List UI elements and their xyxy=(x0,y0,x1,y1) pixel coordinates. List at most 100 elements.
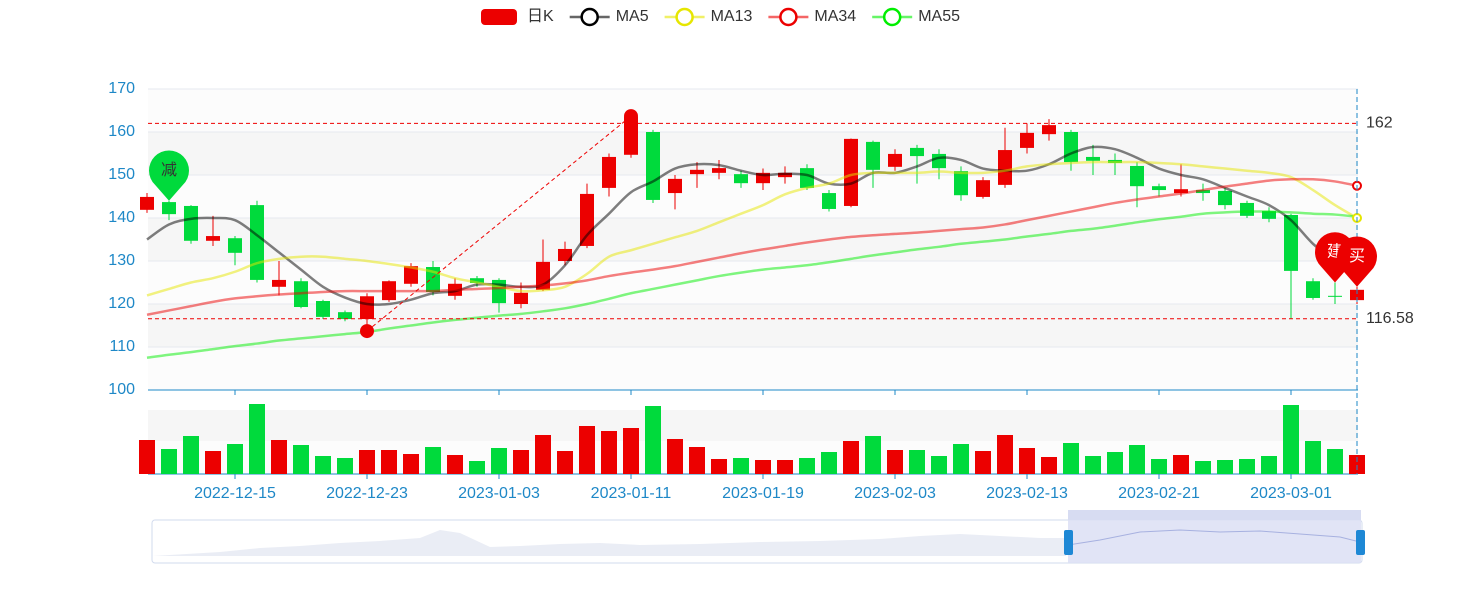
zoom-handle[interactable] xyxy=(1064,530,1073,555)
legend-label[interactable]: MA55 xyxy=(918,8,960,25)
candle-body xyxy=(910,147,924,157)
volume-bar xyxy=(535,435,551,474)
signal-pin xyxy=(1337,236,1377,287)
volume-bar xyxy=(403,454,419,474)
candle-body xyxy=(558,248,572,261)
volume-bar xyxy=(557,451,573,474)
signal-label: 买 xyxy=(1349,247,1365,265)
volume-bar xyxy=(755,460,771,474)
candle-body xyxy=(338,312,352,320)
legend-label[interactable]: MA13 xyxy=(711,8,753,25)
volume-bar xyxy=(1327,449,1343,474)
volume-bar xyxy=(1239,459,1255,474)
candle-body xyxy=(1240,202,1254,216)
ma-line xyxy=(146,210,1358,359)
split-area xyxy=(148,261,1358,304)
volume-bar xyxy=(227,444,243,474)
volume-bar xyxy=(865,436,881,474)
candle-body xyxy=(712,168,726,173)
candle-body xyxy=(404,266,418,284)
volume-bar xyxy=(469,461,485,474)
volume-bar xyxy=(315,456,331,474)
ma-line xyxy=(146,145,1358,306)
legend-item[interactable]: MA5 xyxy=(569,7,649,27)
candle-body xyxy=(954,171,968,196)
zoom-bar[interactable] xyxy=(1068,510,1361,520)
candle-body xyxy=(1196,190,1210,194)
volume-bar xyxy=(799,458,815,474)
volume-bar xyxy=(205,451,221,474)
volume-bar xyxy=(953,444,969,474)
volume-bar xyxy=(337,458,353,474)
zoom-handle[interactable] xyxy=(1356,530,1365,555)
candle-body xyxy=(756,172,770,184)
data-zoom[interactable] xyxy=(151,510,1365,564)
volume-bar xyxy=(1107,452,1123,474)
volume-bar xyxy=(1283,405,1299,474)
ma-line xyxy=(146,160,1358,297)
legend-label[interactable]: MA5 xyxy=(616,8,649,25)
candle-body xyxy=(580,193,594,246)
volume-bar xyxy=(1151,459,1167,474)
legend-label[interactable]: 日K xyxy=(527,8,554,25)
candle-body xyxy=(1262,211,1276,219)
volume-bar xyxy=(931,456,947,474)
volume-bar xyxy=(843,441,859,474)
x-tick-label: 2023-01-19 xyxy=(722,485,804,502)
candle-body xyxy=(1218,190,1232,206)
candle-body xyxy=(272,279,286,287)
legend-icon xyxy=(779,7,798,27)
volume-bar xyxy=(1217,460,1233,474)
volume-bar xyxy=(271,440,287,474)
trend-line xyxy=(366,115,632,332)
candle-body xyxy=(514,292,528,304)
candle-body xyxy=(998,150,1012,185)
legend: 日K MA5 MA13 MA34 MA55 xyxy=(481,7,960,27)
candle-body xyxy=(690,169,704,175)
y-tick-label: 130 xyxy=(108,252,135,269)
y-tick-label: 140 xyxy=(108,209,135,226)
candle-body xyxy=(624,116,638,155)
volume-bar xyxy=(183,436,199,474)
candle-body xyxy=(888,153,902,167)
legend-item[interactable]: MA55 xyxy=(872,7,960,27)
x-tick-label: 2022-12-23 xyxy=(326,485,408,502)
y-tick-label: 110 xyxy=(109,338,135,355)
volume-bar xyxy=(1349,455,1365,474)
background xyxy=(148,89,1358,474)
volume-bar xyxy=(711,459,727,474)
candle-body xyxy=(206,236,220,241)
volume-bar xyxy=(249,404,265,474)
x-tick-label: 2023-03-01 xyxy=(1250,485,1332,502)
x-tick-label: 2023-02-03 xyxy=(854,485,936,502)
legend-item[interactable]: MA13 xyxy=(664,7,753,27)
candle-body xyxy=(602,156,616,188)
zoom-window[interactable] xyxy=(1068,520,1361,563)
candle-body xyxy=(1306,281,1320,298)
candle-body xyxy=(1328,295,1342,297)
volume-bar xyxy=(821,452,837,474)
volume-bar xyxy=(887,450,903,474)
volume-bar xyxy=(447,455,463,474)
candle-body xyxy=(1064,132,1078,163)
candle-body xyxy=(1020,132,1034,148)
legend-label[interactable]: MA34 xyxy=(814,8,856,25)
candle-body xyxy=(976,180,990,197)
legend-item[interactable]: 日K xyxy=(481,8,554,25)
min-point xyxy=(360,324,374,339)
candle-body xyxy=(646,132,660,200)
split-area xyxy=(148,347,1358,390)
x-tick-label: 2023-01-11 xyxy=(591,485,672,502)
candle-body xyxy=(1174,189,1188,194)
candle-body xyxy=(800,168,814,188)
candle-body xyxy=(1284,214,1298,271)
candle-body xyxy=(844,138,858,206)
volume-bar xyxy=(513,450,529,474)
volume-bar xyxy=(491,448,507,474)
volume-bar xyxy=(1019,448,1035,474)
volume-bar xyxy=(1129,445,1145,474)
volume-bar xyxy=(1195,461,1211,474)
zoom-shadow xyxy=(153,530,1066,556)
legend-item[interactable]: MA34 xyxy=(768,7,856,27)
